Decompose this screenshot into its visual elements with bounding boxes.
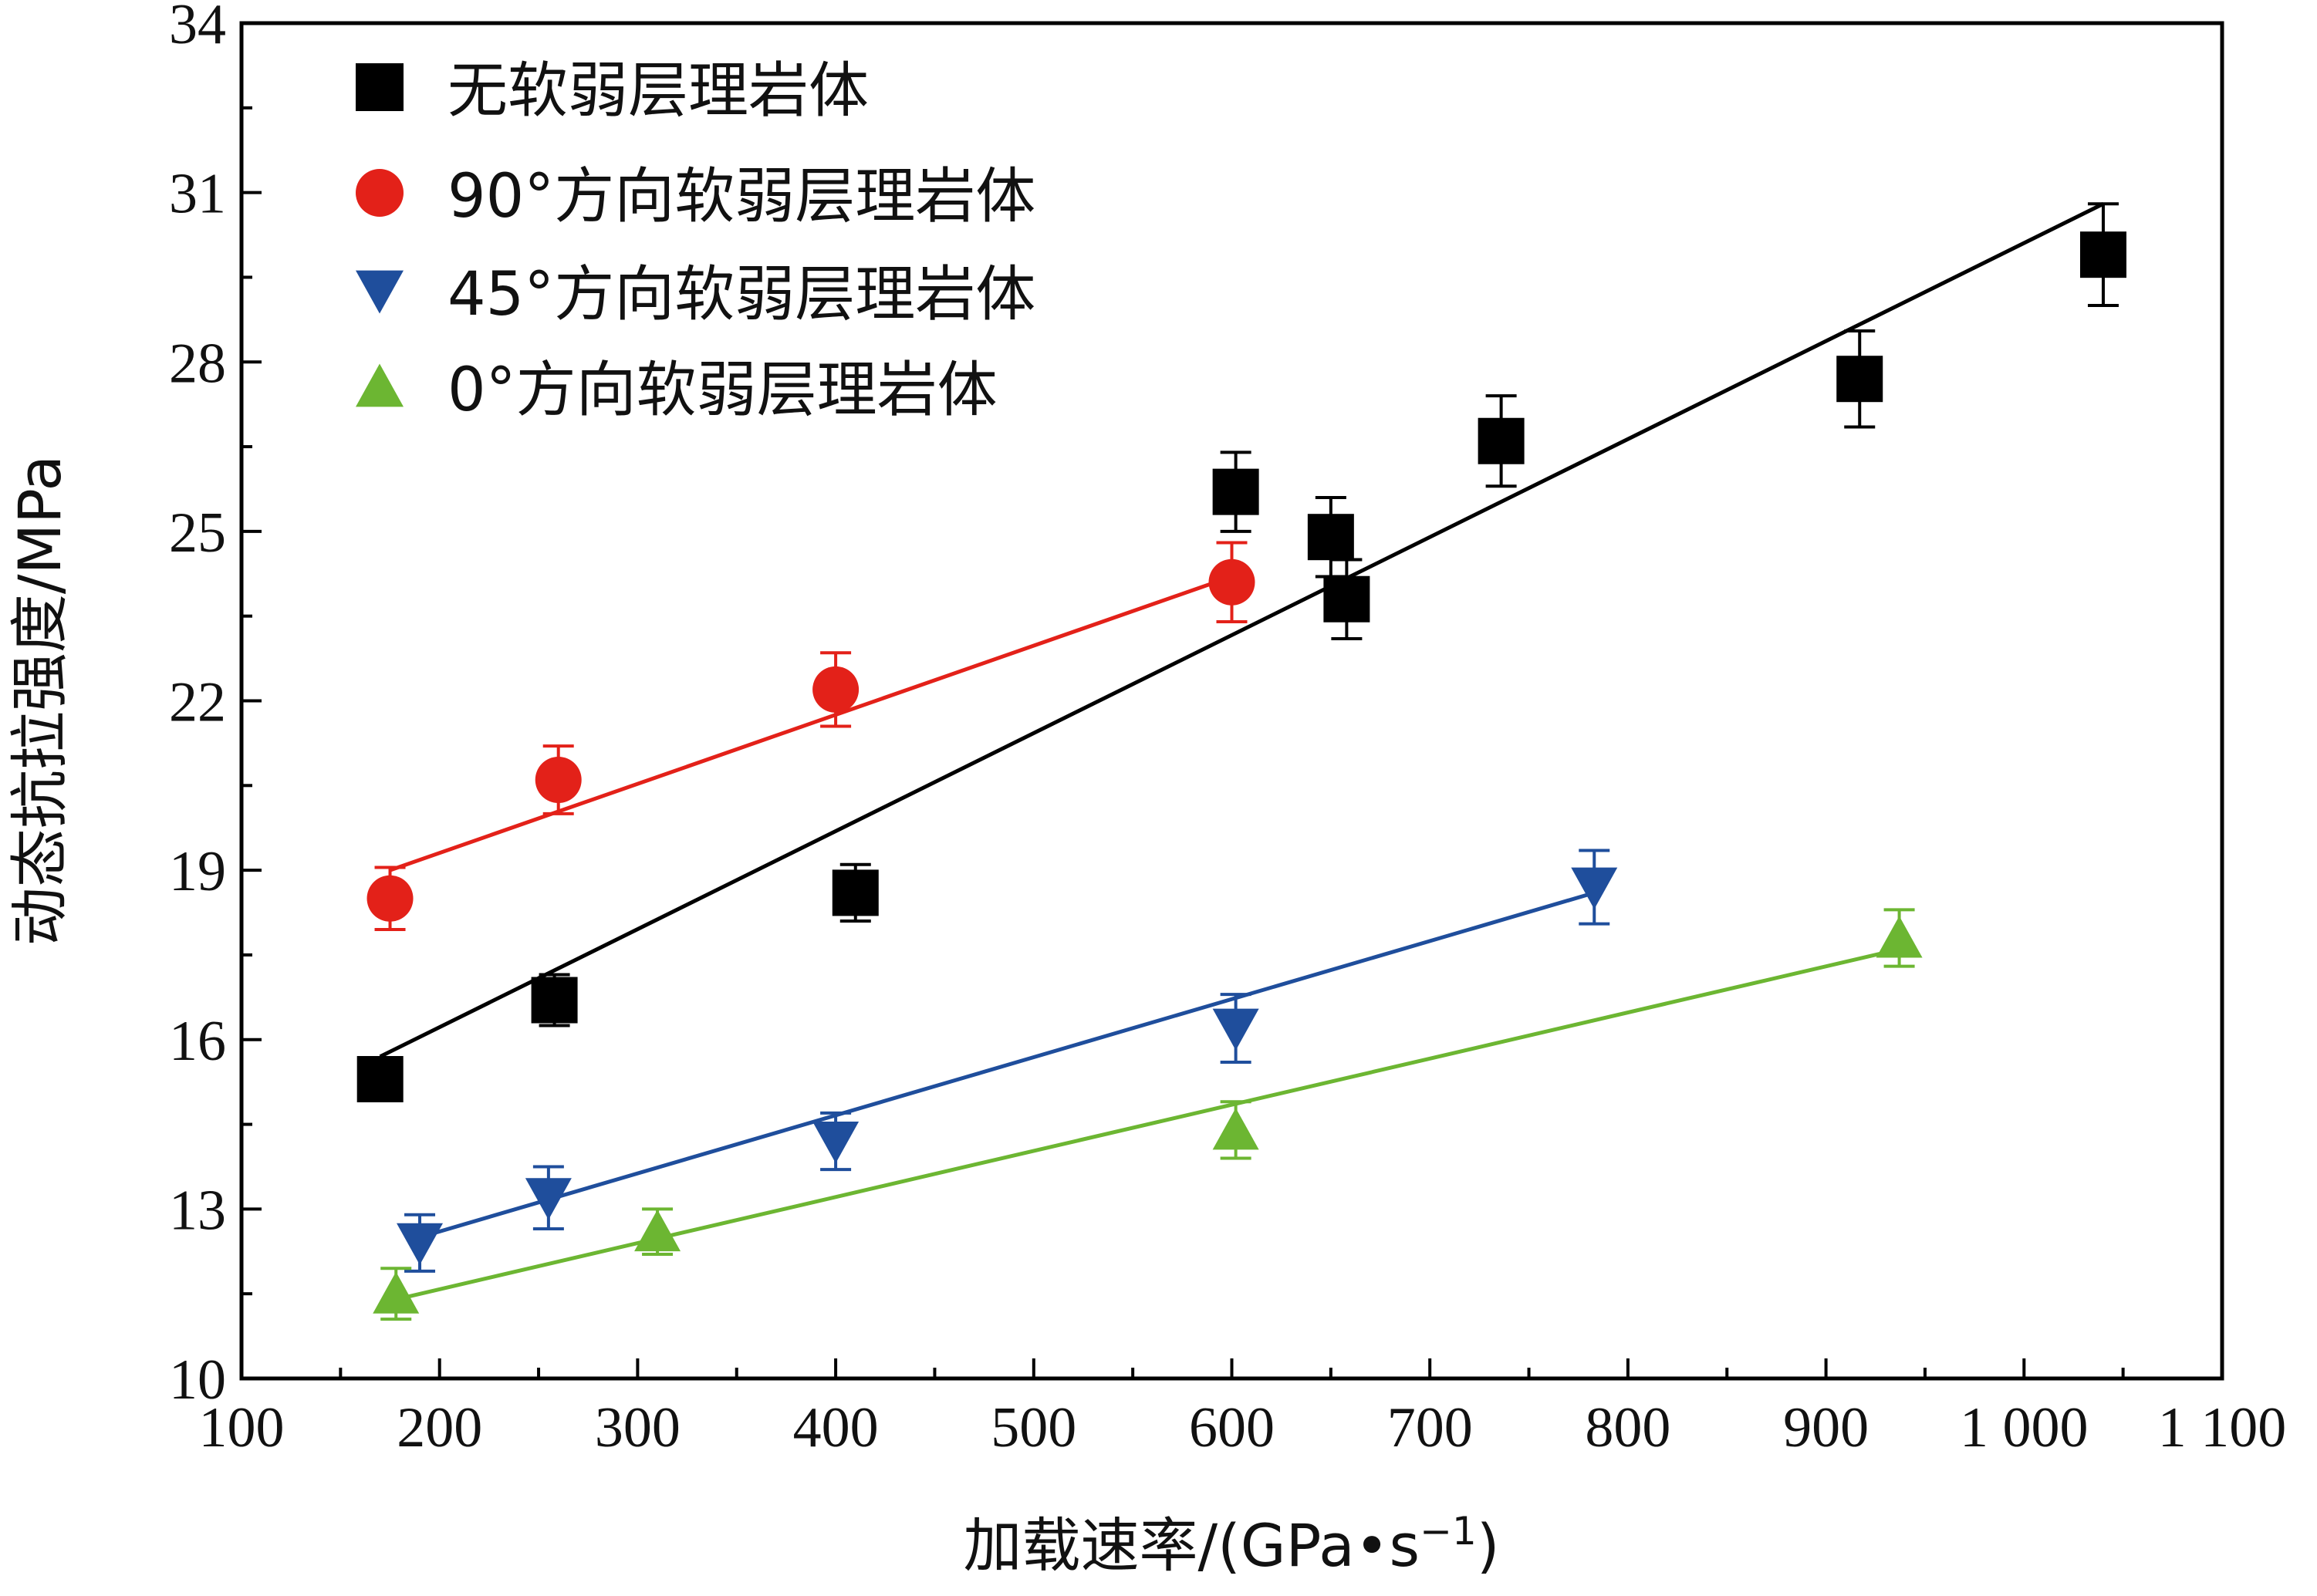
x-tick-label: 100 — [199, 1396, 285, 1459]
data-points — [356, 231, 2126, 1314]
fit-line-0 — [379, 202, 2105, 1058]
x-tick-label: 600 — [1189, 1396, 1275, 1459]
y-axis-title: 动态抗拉强度/MPa — [5, 455, 74, 946]
y-tick-label: 34 — [169, 0, 226, 56]
data-point-2 — [812, 1122, 860, 1164]
x-tick-label: 400 — [793, 1396, 879, 1459]
fit-line-2 — [419, 891, 1595, 1240]
legend-label-0: 无软弱层理岩体 — [448, 56, 869, 126]
y-tick-label: 25 — [169, 501, 226, 565]
x-axis-title: 加载速率/(GPa•s−1) — [964, 1509, 1500, 1580]
x-tick-label: 300 — [595, 1396, 681, 1459]
data-point-1 — [366, 875, 414, 922]
y-tick-label: 10 — [169, 1348, 226, 1412]
data-point-3 — [373, 1271, 420, 1314]
data-point-2 — [1212, 1008, 1259, 1051]
data-point-1 — [535, 756, 582, 803]
x-axis-title-close: ) — [1477, 1511, 1500, 1580]
y-tick-label: 31 — [169, 163, 226, 226]
legend: 无软弱层理岩体 90°方向软弱层理岩体 45°方向软弱层理岩体 0°方向软弱层理岩体 — [356, 56, 1035, 425]
data-point-0 — [1212, 468, 1259, 515]
data-point-1 — [1208, 558, 1255, 606]
data-point-0 — [1323, 575, 1370, 623]
legend-label-2: 45°方向软弱层理岩体 — [448, 260, 1035, 329]
x-axis: 100 200 300 400 500 600 700 800 900 1 000 1 100 — [199, 1358, 2287, 1459]
y-tick-label: 22 — [169, 671, 226, 734]
data-point-0 — [356, 1055, 404, 1102]
y-tick-label: 13 — [169, 1179, 226, 1242]
data-point-2 — [1571, 867, 1618, 909]
data-point-0 — [1478, 417, 1525, 464]
y-tick-label: 28 — [169, 332, 226, 395]
fit-line-1 — [389, 575, 1233, 872]
data-point-0 — [2079, 231, 2126, 278]
data-point-1 — [812, 666, 860, 713]
fit-line-3 — [395, 947, 1900, 1301]
x-axis-title-superscript: −1 — [1420, 1509, 1477, 1554]
legend-label-1: 90°方向软弱层理岩体 — [448, 162, 1035, 231]
data-point-3 — [1876, 916, 1923, 958]
x-tick-label: 900 — [1783, 1396, 1869, 1459]
legend-marker-2 — [356, 270, 404, 314]
x-axis-title-main: 加载速率/(GPa•s — [964, 1511, 1420, 1580]
x-tick-label: 1 000 — [1960, 1396, 2089, 1459]
x-tick-label: 500 — [991, 1396, 1076, 1459]
x-tick-label: 1 100 — [2158, 1396, 2287, 1459]
data-point-3 — [1212, 1108, 1259, 1150]
legend-label-3: 0°方向软弱层理岩体 — [448, 356, 998, 425]
y-tick-label: 16 — [169, 1010, 226, 1073]
data-point-0 — [1307, 514, 1354, 561]
legend-marker-1 — [356, 169, 404, 217]
data-point-0 — [832, 869, 879, 916]
y-axis: 10 13 16 19 22 25 28 31 34 — [169, 0, 262, 1412]
data-point-2 — [397, 1223, 444, 1265]
x-tick-label: 200 — [397, 1396, 482, 1459]
legend-marker-0 — [356, 63, 404, 111]
x-tick-label: 800 — [1585, 1396, 1670, 1459]
data-point-2 — [525, 1178, 572, 1220]
y-tick-label: 19 — [169, 840, 226, 903]
legend-marker-3 — [356, 363, 404, 407]
data-point-3 — [634, 1210, 681, 1252]
data-point-0 — [1836, 356, 1883, 403]
data-point-0 — [531, 977, 578, 1024]
x-tick-label: 700 — [1387, 1396, 1473, 1459]
